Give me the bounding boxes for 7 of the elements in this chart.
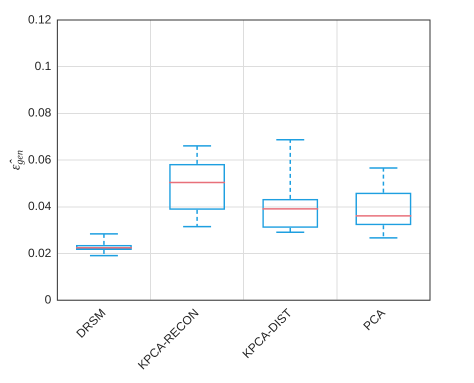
y-tick-label: 0.1 (34, 59, 52, 74)
y-tick-label: 0.12 (28, 12, 52, 26)
y-tick-label: 0.02 (28, 246, 52, 260)
y-tick-label: 0 (44, 292, 52, 307)
y-tick-label: 0.06 (28, 152, 52, 166)
y-tick-label: 0.08 (28, 106, 52, 120)
y-tick-label: 0.04 (28, 199, 52, 214)
